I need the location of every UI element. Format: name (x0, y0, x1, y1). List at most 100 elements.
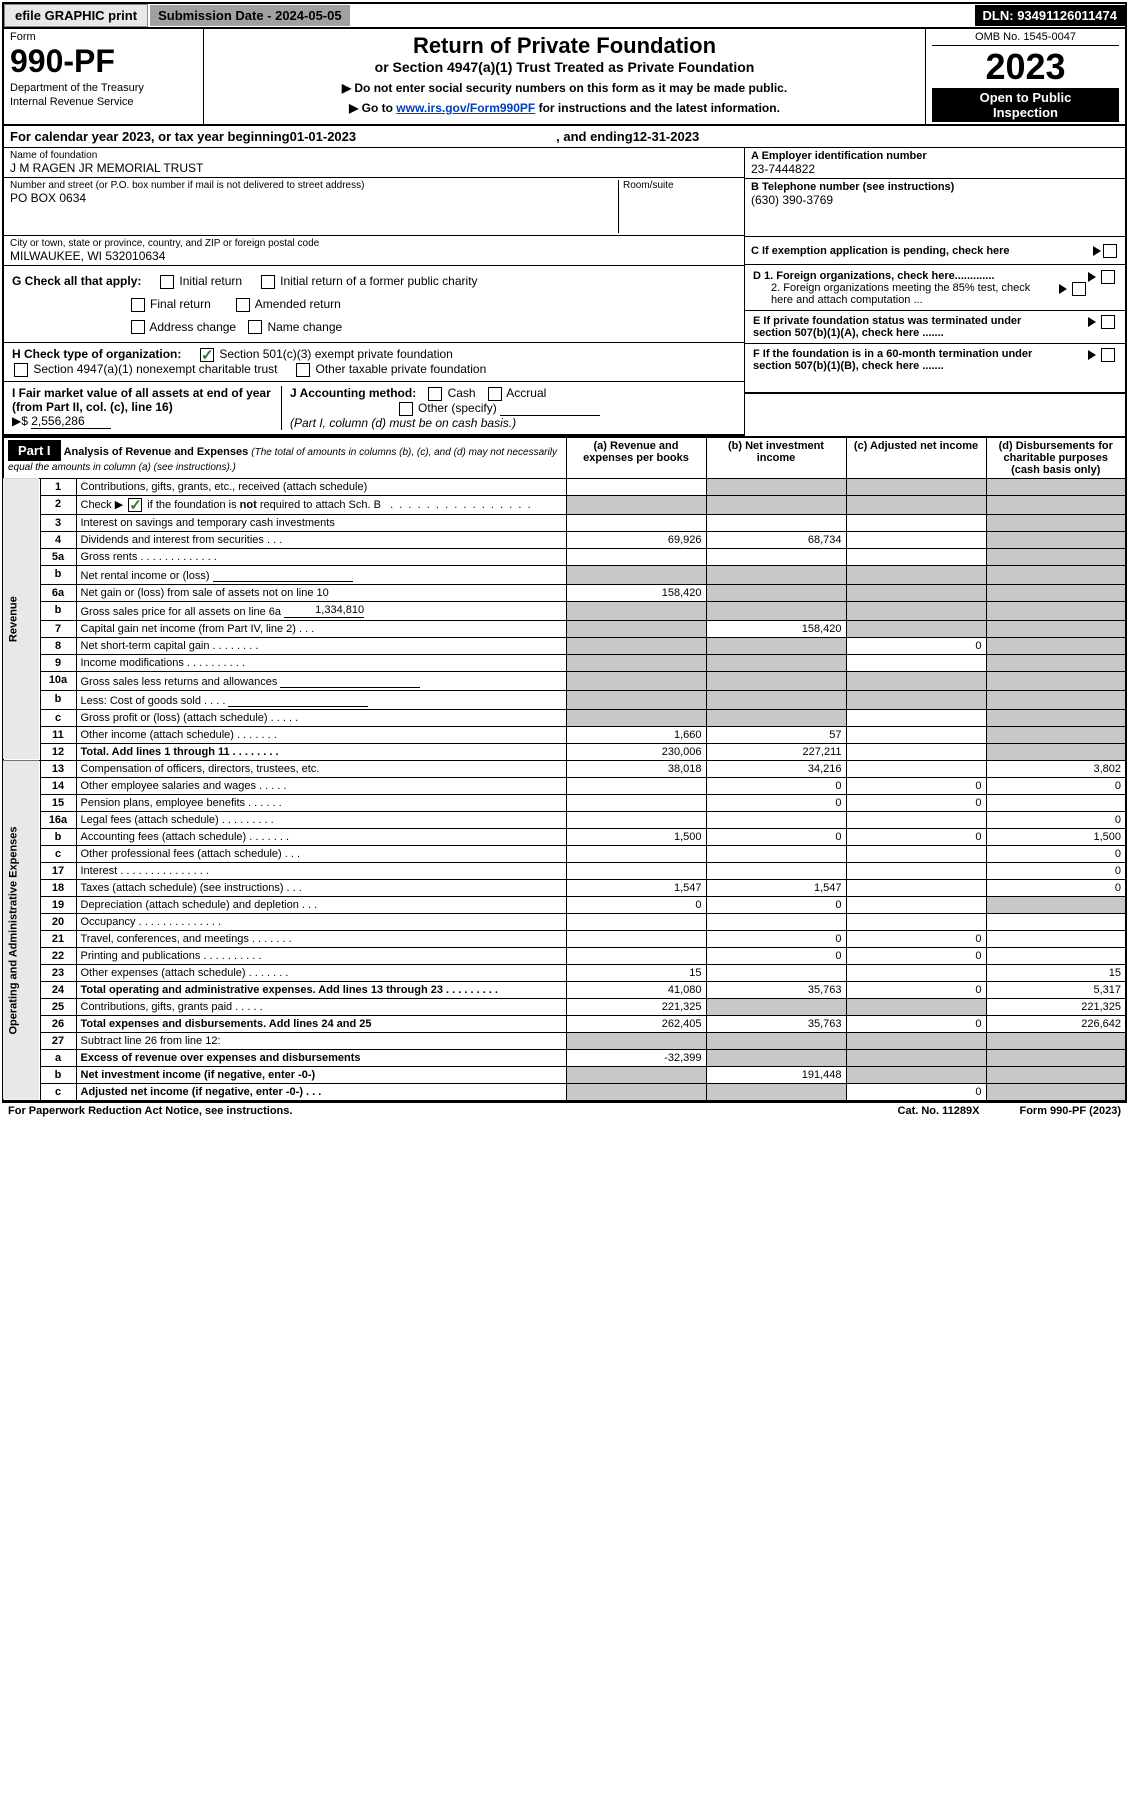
col-b-value: 34,216 (706, 760, 846, 777)
table-row: 24Total operating and administrative exp… (3, 981, 1126, 998)
col-b-value (706, 495, 846, 514)
col-b-value: 227,211 (706, 743, 846, 760)
col-b-value (706, 654, 846, 671)
row-num: 19 (40, 896, 76, 913)
table-row: cAdjusted net income (if negative, enter… (3, 1083, 1126, 1101)
col-d-value: 5,317 (986, 981, 1126, 998)
section-4947-checkbox[interactable] (14, 363, 28, 377)
col-a-value (566, 514, 706, 531)
amended-return-checkbox[interactable] (236, 298, 250, 312)
footer-right: Form 990-PF (2023) (1019, 1105, 1121, 1117)
row-num: 11 (40, 726, 76, 743)
accrual-checkbox[interactable] (488, 387, 502, 401)
row-desc: Gross sales less returns and allowances (76, 671, 566, 690)
initial-return-checkbox[interactable] (160, 275, 174, 289)
col-b-value (706, 1032, 846, 1049)
col-d-value (986, 743, 1126, 760)
col-a-value (566, 811, 706, 828)
col-b-value (706, 1083, 846, 1101)
col-d-value (986, 548, 1126, 565)
col-a-value: 41,080 (566, 981, 706, 998)
col-d-header: (d) Disbursements for charitable purpose… (986, 437, 1126, 479)
col-b-value (706, 845, 846, 862)
col-d-value (986, 794, 1126, 811)
col-a-value (566, 794, 706, 811)
addr-cell: Number and street (or P.O. box number if… (4, 178, 744, 236)
table-row: 23Other expenses (attach schedule) . . .… (3, 964, 1126, 981)
col-a-value (566, 565, 706, 584)
col-a-value: 1,500 (566, 828, 706, 845)
address-change-checkbox[interactable] (131, 320, 145, 334)
efile-print-button[interactable]: efile GRAPHIC print (4, 4, 148, 27)
d1-checkbox[interactable] (1101, 270, 1115, 284)
row-desc: Net gain or (loss) from sale of assets n… (76, 584, 566, 601)
row-num: 22 (40, 947, 76, 964)
col-a-value (566, 845, 706, 862)
section-501c3-checkbox[interactable] (200, 348, 214, 362)
col-d-value (986, 654, 1126, 671)
sch-b-checkbox[interactable] (128, 498, 142, 512)
col-a-value: 38,018 (566, 760, 706, 777)
row-num: b (40, 601, 76, 620)
table-row: 7Capital gain net income (from Part IV, … (3, 620, 1126, 637)
row-num: 24 (40, 981, 76, 998)
row-desc: Other professional fees (attach schedule… (76, 845, 566, 862)
h-checks: H Check type of organization: Section 50… (4, 343, 744, 382)
e-checkbox[interactable] (1101, 315, 1115, 329)
row-desc: Total operating and administrative expen… (76, 981, 566, 998)
table-row: 12Total. Add lines 1 through 11 . . . . … (3, 743, 1126, 760)
city-cell: City or town, state or province, country… (4, 236, 744, 266)
arrow-icon (1059, 284, 1067, 294)
col-b-value: 158,420 (706, 620, 846, 637)
f-checkbox[interactable] (1101, 348, 1115, 362)
row-desc: Capital gain net income (from Part IV, l… (76, 620, 566, 637)
instructions-link[interactable]: www.irs.gov/Form990PF (396, 101, 535, 115)
col-a-value: 1,547 (566, 879, 706, 896)
col-c-value (846, 1049, 986, 1066)
foundation-city: MILWAUKEE, WI 532010634 (10, 249, 738, 263)
col-d-value (986, 896, 1126, 913)
row-desc: Pension plans, employee benefits . . . .… (76, 794, 566, 811)
d2-checkbox[interactable] (1072, 282, 1086, 296)
row-desc: Subtract line 26 from line 12: (76, 1032, 566, 1049)
col-c-value: 0 (846, 1015, 986, 1032)
col-d-value (986, 478, 1126, 495)
row-desc: Total. Add lines 1 through 11 . . . . . … (76, 743, 566, 760)
exemption-checkbox[interactable] (1103, 244, 1117, 258)
row-desc: Other expenses (attach schedule) . . . .… (76, 964, 566, 981)
col-c-value (846, 726, 986, 743)
calendar-year-row: For calendar year 2023, or tax year begi… (2, 126, 1127, 148)
d-checks: D 1. Foreign organizations, check here..… (745, 266, 1125, 311)
col-b-value: 57 (706, 726, 846, 743)
row-num: 18 (40, 879, 76, 896)
row-num: b (40, 690, 76, 709)
table-row: aExcess of revenue over expenses and dis… (3, 1049, 1126, 1066)
row-desc: Income modifications . . . . . . . . . . (76, 654, 566, 671)
name-change-checkbox[interactable] (248, 320, 262, 334)
row-num: 9 (40, 654, 76, 671)
col-d-value (986, 1066, 1126, 1083)
other-taxable-checkbox[interactable] (296, 363, 310, 377)
cash-checkbox[interactable] (428, 387, 442, 401)
col-b-value (706, 811, 846, 828)
col-b-value (706, 637, 846, 654)
col-b-value: 0 (706, 794, 846, 811)
row-num: a (40, 1049, 76, 1066)
other-method-checkbox[interactable] (399, 402, 413, 416)
col-d-value: 3,802 (986, 760, 1126, 777)
initial-return-former-checkbox[interactable] (261, 275, 275, 289)
col-a-value: 158,420 (566, 584, 706, 601)
col-b-value: 0 (706, 896, 846, 913)
tel-value: (630) 390-3769 (751, 193, 1119, 207)
row-num: 25 (40, 998, 76, 1015)
submission-date: Submission Date - 2024-05-05 (150, 5, 350, 26)
col-b-value (706, 514, 846, 531)
table-row: bGross sales price for all assets on lin… (3, 601, 1126, 620)
form-number: 990-PF (10, 43, 197, 80)
room-suite-label: Room/suite (623, 180, 738, 191)
col-a-value (566, 690, 706, 709)
col-d-value: 0 (986, 811, 1126, 828)
row-num: 1 (40, 478, 76, 495)
page-footer: For Paperwork Reduction Act Notice, see … (2, 1102, 1127, 1119)
final-return-checkbox[interactable] (131, 298, 145, 312)
